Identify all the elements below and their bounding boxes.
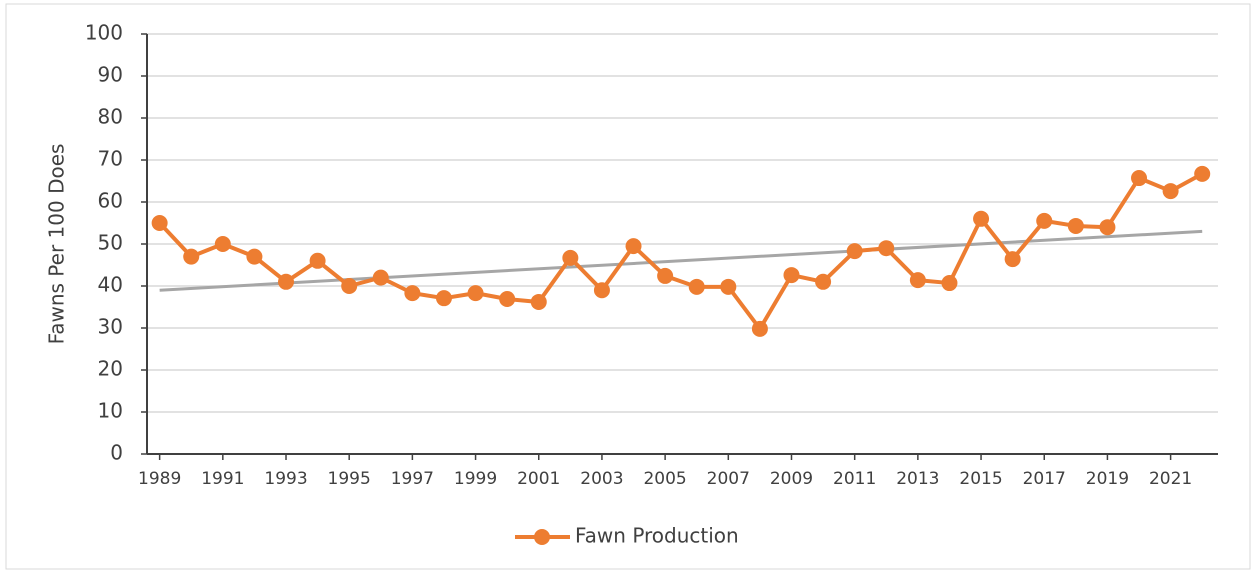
x-tick-label: 1993 (264, 469, 307, 489)
data-point (151, 215, 168, 231)
y-tick-label: 40 (98, 273, 123, 297)
data-point (562, 249, 579, 266)
data-point (751, 320, 768, 337)
x-tick-label: 1991 (201, 469, 244, 489)
data-point (1131, 170, 1148, 187)
x-tick-label: 2013 (896, 469, 939, 489)
data-point (278, 273, 295, 290)
data-point (309, 252, 326, 269)
data-point (625, 238, 642, 255)
data-point (1099, 219, 1116, 236)
x-tick-label: 1997 (391, 469, 434, 489)
y-axis-label: Fawns Per 100 Does (45, 144, 69, 345)
data-point (1067, 217, 1084, 234)
data-point (815, 273, 832, 290)
y-tick-label: 20 (98, 357, 123, 381)
y-tick-label: 60 (98, 189, 123, 213)
data-point (183, 248, 200, 265)
y-tick-label: 100 (85, 21, 123, 45)
data-point (720, 278, 737, 295)
x-tick-label: 2015 (959, 469, 1002, 489)
legend-marker (534, 529, 550, 545)
y-tick-label: 50 (98, 231, 123, 255)
y-tick-label: 10 (98, 399, 123, 423)
x-tick-label: 2001 (517, 469, 560, 489)
x-tick-label: 2011 (833, 469, 876, 489)
data-point (688, 278, 705, 295)
legend-label: Fawn Production (575, 524, 739, 548)
data-point (846, 243, 863, 260)
x-tick-label: 1989 (138, 469, 181, 489)
data-point (372, 269, 389, 286)
data-point (214, 236, 231, 252)
data-point (657, 267, 674, 284)
series-line (158, 172, 1204, 331)
data-point (530, 293, 547, 310)
x-tick-label: 1995 (328, 469, 371, 489)
data-point (1194, 165, 1211, 182)
x-tick-label: 2019 (1086, 469, 1129, 489)
data-point (499, 291, 516, 308)
data-point (593, 282, 610, 299)
x-tick-label: 2009 (770, 469, 813, 489)
x-tick-label: 2017 (1023, 469, 1066, 489)
y-tick-label: 70 (98, 147, 123, 171)
y-tick-label: 80 (98, 105, 123, 129)
data-point (246, 248, 263, 265)
data-point (435, 290, 452, 307)
x-tick-label: 2005 (643, 469, 686, 489)
x-tick-label: 1999 (454, 469, 497, 489)
x-tick-label: 2021 (1149, 469, 1192, 489)
data-point (467, 285, 484, 302)
data-point (1162, 183, 1179, 200)
data-point (404, 285, 421, 302)
data-point (341, 278, 358, 294)
data-point (909, 272, 926, 289)
y-tick-label: 0 (110, 441, 123, 465)
x-tick-label: 2007 (707, 469, 750, 489)
data-point (973, 210, 990, 227)
data-point (941, 275, 958, 292)
data-point (878, 240, 895, 257)
x-tick-label: 2003 (580, 469, 623, 489)
y-tick-label: 30 (98, 315, 123, 339)
data-point (783, 267, 800, 284)
y-tick-label: 90 (98, 63, 123, 87)
data-point (1036, 212, 1053, 229)
data-point (1004, 251, 1021, 268)
